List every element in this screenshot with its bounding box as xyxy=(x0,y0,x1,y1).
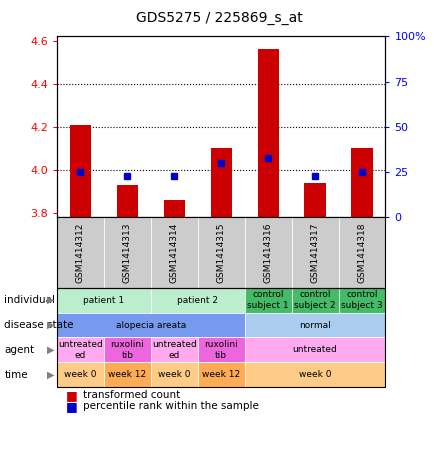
Bar xyxy=(304,183,325,217)
Text: ▶: ▶ xyxy=(46,320,54,330)
Text: time: time xyxy=(4,370,28,380)
Bar xyxy=(351,149,373,217)
Text: control
subject 3: control subject 3 xyxy=(341,290,383,310)
Text: individual: individual xyxy=(4,295,55,305)
Text: GSM1414318: GSM1414318 xyxy=(357,222,367,283)
Text: GSM1414316: GSM1414316 xyxy=(264,222,272,283)
Text: week 12: week 12 xyxy=(108,371,146,379)
Text: week 0: week 0 xyxy=(158,371,191,379)
Text: untreated
ed: untreated ed xyxy=(58,340,103,360)
Text: GSM1414317: GSM1414317 xyxy=(311,222,320,283)
Text: ruxolini
tib: ruxolini tib xyxy=(204,340,238,360)
Bar xyxy=(211,149,232,217)
Text: disease state: disease state xyxy=(4,320,74,330)
Text: transformed count: transformed count xyxy=(83,390,180,400)
Text: agent: agent xyxy=(4,345,35,355)
Text: week 0: week 0 xyxy=(299,371,331,379)
Text: GSM1414314: GSM1414314 xyxy=(170,222,179,283)
Text: patient 2: patient 2 xyxy=(177,296,218,304)
Text: ■: ■ xyxy=(66,400,78,413)
Text: normal: normal xyxy=(299,321,331,329)
Bar xyxy=(258,49,279,217)
Text: control
subject 1: control subject 1 xyxy=(247,290,289,310)
Text: ▶: ▶ xyxy=(46,370,54,380)
Bar xyxy=(70,125,91,217)
Text: GSM1414313: GSM1414313 xyxy=(123,222,132,283)
Text: alopecia areata: alopecia areata xyxy=(116,321,186,329)
Text: untreated
ed: untreated ed xyxy=(152,340,197,360)
Bar xyxy=(164,200,185,217)
Text: ■: ■ xyxy=(66,389,78,402)
Text: GSM1414315: GSM1414315 xyxy=(217,222,226,283)
Text: untreated: untreated xyxy=(293,346,337,354)
Text: week 12: week 12 xyxy=(202,371,240,379)
Bar xyxy=(117,185,138,217)
Text: control
subject 2: control subject 2 xyxy=(294,290,336,310)
Text: ▶: ▶ xyxy=(46,295,54,305)
Text: ruxolini
tib: ruxolini tib xyxy=(110,340,144,360)
Text: GDS5275 / 225869_s_at: GDS5275 / 225869_s_at xyxy=(136,11,302,25)
Text: patient 1: patient 1 xyxy=(83,296,124,304)
Text: ▶: ▶ xyxy=(46,345,54,355)
Text: percentile rank within the sample: percentile rank within the sample xyxy=(83,401,259,411)
Text: GSM1414312: GSM1414312 xyxy=(76,222,85,283)
Text: week 0: week 0 xyxy=(64,371,97,379)
